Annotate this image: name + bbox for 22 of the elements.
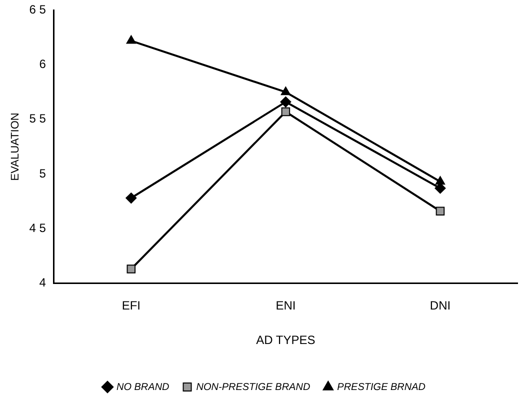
y-tick-label: 4 xyxy=(39,276,46,290)
legend-label: NON-PRESTIGE BRAND xyxy=(196,382,310,393)
point xyxy=(436,206,445,216)
x-axis-title: AD TYPES xyxy=(256,333,316,348)
legend-label: NO BRAND xyxy=(116,382,170,393)
y-tick-label: 6 xyxy=(39,57,46,72)
point xyxy=(280,96,292,108)
x-tick-label: ENI xyxy=(276,298,296,313)
point xyxy=(126,192,137,204)
point xyxy=(126,35,136,44)
point xyxy=(126,264,136,274)
legend-label: PRESTIGE BRNAD xyxy=(337,382,426,393)
x-tick-label: DNI xyxy=(430,298,451,313)
x-tick-label: EFI xyxy=(122,298,140,313)
point xyxy=(281,107,290,116)
y-tick-label: 4 5 xyxy=(29,220,46,235)
point xyxy=(280,86,291,96)
y-axis-title: EVALUATION xyxy=(10,112,22,181)
y-tick-label: 5 5 xyxy=(29,112,46,126)
point xyxy=(435,176,446,185)
y-tick-label: 6 5 xyxy=(29,2,46,17)
y-tick-label: 5 xyxy=(39,166,46,180)
